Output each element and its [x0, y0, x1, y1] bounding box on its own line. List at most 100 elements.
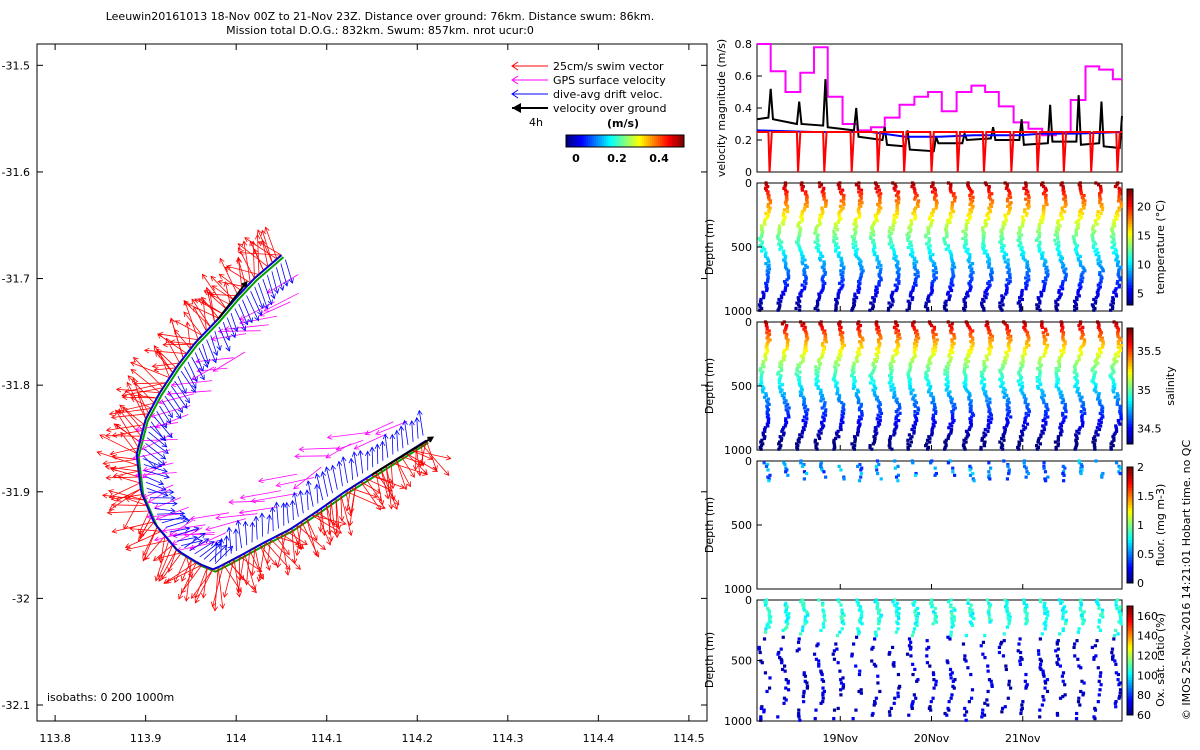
profile-dot — [819, 466, 824, 470]
profile-dot — [1097, 395, 1101, 399]
profile-dot — [1038, 308, 1042, 312]
profile-dot — [951, 276, 955, 280]
profile-dot — [1024, 622, 1028, 626]
drift-velocity-arrow-head — [417, 409, 423, 416]
profile-dot — [950, 258, 954, 262]
profile-dot — [931, 417, 935, 421]
profile-dot — [962, 368, 967, 372]
profile-dot — [1091, 231, 1096, 235]
profile-dot — [1007, 345, 1011, 349]
profile-dot — [1110, 650, 1114, 655]
profile-dot — [859, 188, 864, 192]
profile-dot — [1079, 188, 1083, 192]
profile-dot — [1021, 359, 1025, 364]
profile-dot — [1040, 429, 1044, 433]
profile-dot — [979, 447, 983, 451]
gps-velocity-arrow — [171, 380, 213, 386]
profile-dot — [800, 392, 804, 396]
profile-dot — [913, 190, 917, 194]
profile-dot — [765, 623, 769, 628]
profile-dot — [1008, 195, 1013, 199]
profile-dot — [854, 217, 858, 221]
swim-vector-arrow-head — [110, 502, 117, 508]
profile-dot — [949, 630, 953, 634]
profile-dot — [946, 600, 951, 604]
profile-dot — [765, 406, 770, 410]
profile-dot — [1082, 408, 1087, 412]
profile-dot — [964, 227, 968, 232]
profile-dot — [758, 383, 762, 387]
profile-dot — [981, 227, 985, 232]
profile-dot — [1036, 649, 1041, 653]
profile-dot — [896, 260, 900, 264]
profile-dot — [1117, 267, 1121, 271]
profile-dot — [913, 413, 917, 417]
profile-dot — [1005, 352, 1009, 356]
profile-dot — [987, 285, 991, 289]
profile-dot — [839, 258, 843, 262]
drift-velocity-arrow — [143, 448, 166, 466]
profile-dot — [968, 620, 973, 624]
swim-vector-arrow-head — [124, 388, 131, 394]
profile-dot — [1042, 334, 1046, 338]
profile-dot — [981, 652, 985, 656]
colorbar-cell — [1127, 580, 1133, 584]
profile-dot — [800, 386, 804, 390]
profile-dot — [1024, 617, 1028, 621]
profile-dot — [1062, 350, 1066, 355]
profile-dot — [931, 399, 936, 403]
profile-dot — [1076, 288, 1080, 293]
colorbar-cell — [1127, 412, 1133, 416]
swim-vector-arrow-head — [111, 528, 118, 534]
profile-dot — [778, 384, 782, 389]
swim-vector-arrow-head — [244, 579, 250, 586]
profile-dot — [871, 361, 876, 365]
profile-dot — [949, 598, 953, 602]
glider-track-segment — [141, 494, 146, 501]
profile-dot — [859, 263, 863, 268]
gps-velocity-arrow — [148, 488, 171, 503]
colorbar-cell — [1127, 400, 1133, 404]
profile-dot — [804, 274, 808, 278]
profile-dot — [780, 322, 785, 326]
profile-dot — [945, 386, 949, 390]
salinity-colorbar-label: salinity — [1164, 366, 1177, 406]
profile-dot — [1057, 288, 1061, 293]
profile-dot — [988, 603, 993, 607]
profile-dot — [783, 265, 788, 269]
profile-dot — [1041, 672, 1046, 677]
profile-dot — [875, 219, 879, 223]
profile-dot — [799, 294, 803, 298]
profile-dot — [930, 429, 934, 433]
profile-dot — [929, 224, 933, 228]
drift-velocity-arrow-head — [164, 473, 170, 480]
profile-dot — [1016, 238, 1020, 242]
profile-dot — [1096, 325, 1100, 329]
swim-vector-arrow — [111, 494, 143, 500]
speed-colorbar-cell — [580, 135, 583, 147]
profile-dot — [1004, 292, 1008, 296]
colorbar-cell — [1127, 220, 1133, 225]
profile-dot — [764, 598, 769, 602]
profile-dot — [953, 406, 957, 410]
profile-dot — [1006, 188, 1011, 192]
profile-dot — [782, 329, 787, 333]
profile-dot — [963, 240, 967, 244]
profile-dot — [930, 600, 934, 604]
profile-dot — [1072, 370, 1076, 374]
profile-dot — [950, 343, 954, 347]
profile-dot — [1099, 197, 1103, 201]
profile-dot — [838, 184, 842, 189]
profile-dot — [798, 718, 802, 722]
profile-dot — [968, 468, 972, 472]
profile-dot — [1026, 206, 1030, 210]
profile-dot — [929, 258, 933, 262]
profile-dot — [968, 417, 972, 421]
profile-dot — [906, 245, 910, 250]
profile-dot — [990, 199, 995, 203]
profile-dot — [913, 354, 917, 358]
profile-dot — [875, 606, 879, 611]
profile-dot — [1096, 361, 1100, 365]
glider-track-segment — [144, 413, 150, 420]
profile-dot — [971, 341, 975, 346]
